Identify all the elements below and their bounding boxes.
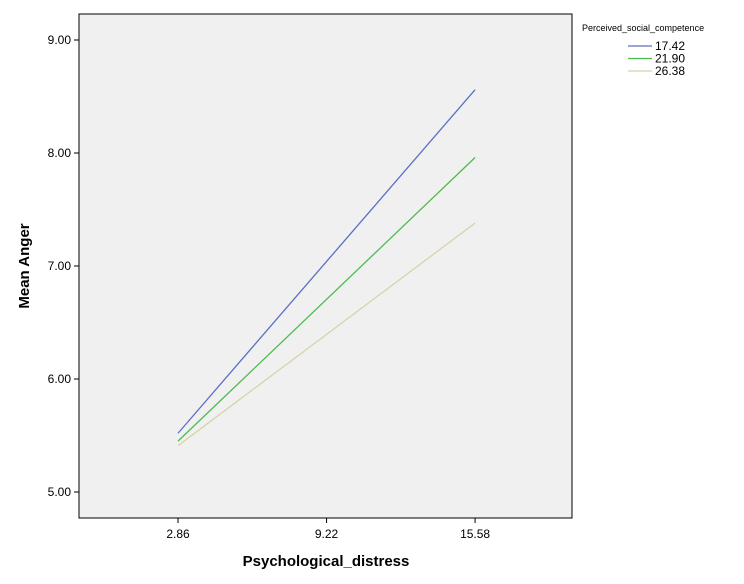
legend-label: 26.38 — [655, 64, 685, 78]
y-axis-label: Mean Anger — [16, 223, 33, 308]
legend-label: 21.90 — [655, 52, 685, 66]
y-tick-label: 7.00 — [48, 259, 72, 273]
series-line — [177, 222, 476, 447]
y-tick-label: 8.00 — [48, 146, 72, 160]
y-tick-label: 6.00 — [48, 372, 72, 386]
x-tick-label: 9.22 — [315, 527, 339, 541]
plot-area — [78, 13, 573, 519]
y-tick-label: 5.00 — [48, 485, 72, 499]
series-line — [177, 157, 476, 442]
y-tick-label: 9.00 — [48, 33, 72, 47]
x-tick-label: 2.86 — [166, 527, 190, 541]
legend-label: 17.42 — [655, 39, 685, 53]
legend-title: Perceived_social_competence — [582, 23, 704, 33]
x-axis-label: Psychological_distress — [243, 553, 410, 570]
x-tick-label: 15.58 — [460, 527, 490, 541]
series-line — [177, 89, 476, 434]
